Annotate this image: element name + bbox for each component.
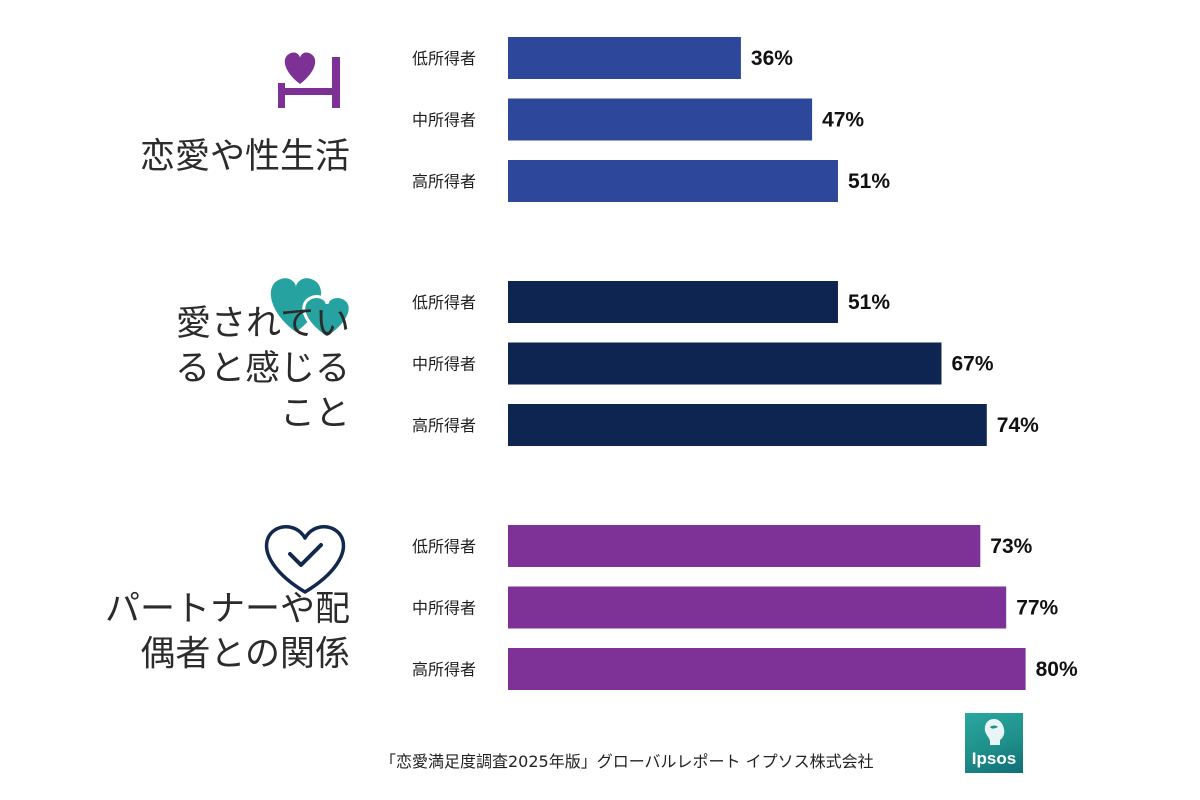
bar	[508, 648, 1026, 690]
value-label: 73%	[990, 535, 1032, 558]
tier-label: 中所得者	[412, 355, 476, 374]
bar	[508, 586, 1007, 629]
value-label: 51%	[848, 170, 890, 193]
logo-head-icon	[984, 719, 1005, 745]
value-label: 51%	[848, 291, 890, 314]
bar	[508, 98, 813, 141]
tier-label: 中所得者	[412, 111, 476, 130]
value-label: 80%	[1036, 658, 1078, 681]
value-label: 74%	[997, 414, 1039, 437]
two-hearts-icon	[270, 278, 352, 340]
value-label: 67%	[951, 353, 993, 376]
tier-label: 低所得者	[412, 293, 476, 312]
heart-bed-icon	[278, 52, 340, 108]
heart-check-icon	[264, 525, 346, 594]
tier-label: 中所得者	[412, 599, 476, 618]
tier-label: 高所得者	[412, 416, 476, 435]
category-label: 恋愛や性生活	[140, 137, 350, 177]
ipsos-logo: Ipsos	[965, 713, 1023, 773]
value-label: 47%	[822, 109, 864, 132]
source-note: 「恋愛満足度調査2025年版」グローバルレポート イプソス株式会社	[380, 752, 874, 771]
bar	[508, 160, 838, 202]
tier-label: 低所得者	[412, 49, 476, 68]
bar	[508, 37, 741, 79]
bar	[508, 281, 838, 323]
tier-label: 高所得者	[412, 660, 476, 679]
category-label: ると感じる	[175, 349, 350, 389]
value-label: 77%	[1016, 597, 1058, 620]
bar	[508, 342, 942, 385]
tier-label: 低所得者	[412, 537, 476, 556]
logo-text: Ipsos	[971, 749, 1017, 768]
value-label: 36%	[751, 47, 793, 70]
tier-label: 高所得者	[412, 172, 476, 191]
category-label: 愛されてい	[176, 304, 350, 344]
category-label: こと	[280, 394, 350, 434]
bar	[508, 525, 981, 567]
bar	[508, 404, 987, 446]
category-label: パートナーや配	[105, 590, 350, 630]
category-label: 偶者との関係	[140, 635, 350, 675]
